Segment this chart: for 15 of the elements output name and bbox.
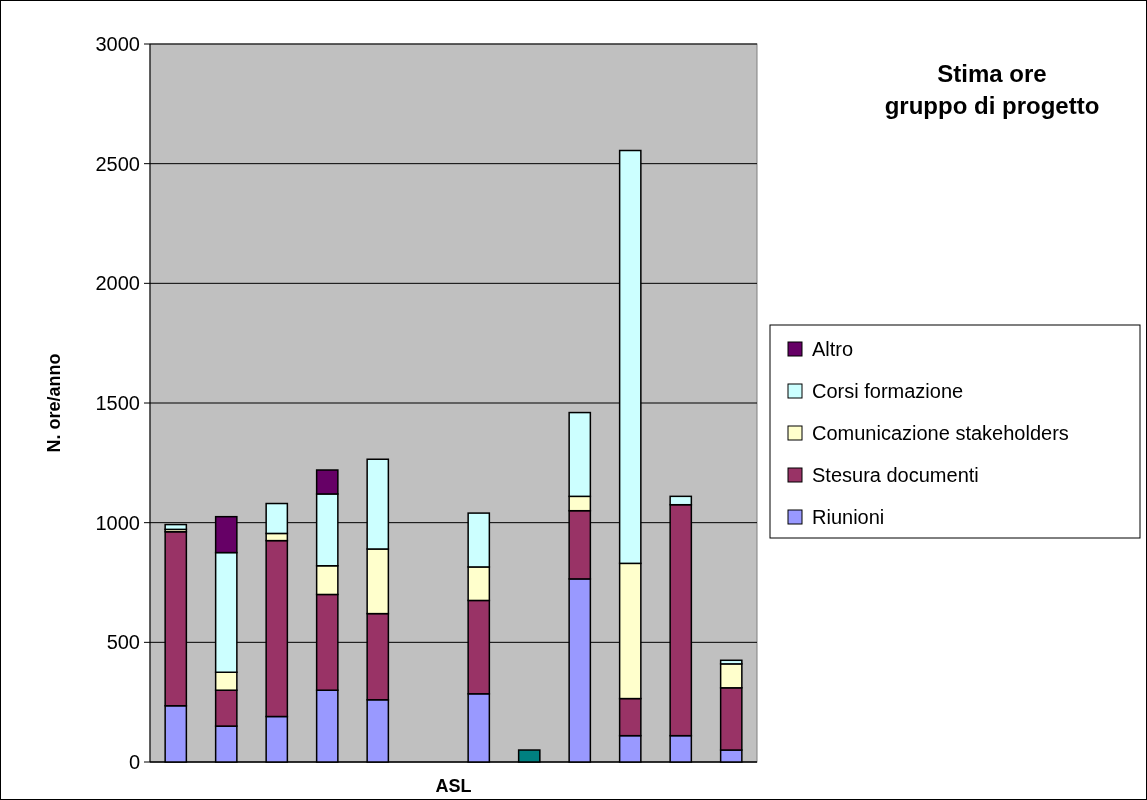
y-tick-label: 1500 bbox=[95, 392, 140, 414]
y-tick-label: 2000 bbox=[95, 272, 140, 295]
legend-label: Comunicazione stakeholders bbox=[812, 422, 1069, 444]
y-tick-label: 500 bbox=[106, 631, 140, 654]
x-axis-title: ASL bbox=[435, 776, 472, 796]
legend-label: Stesura documenti bbox=[812, 464, 979, 486]
text: Stima ore gruppo di progetto bbox=[884, 60, 1100, 119]
y-tick-label: 1000 bbox=[95, 511, 140, 534]
legend-label: Riunioni bbox=[812, 506, 885, 528]
y-tick-label: 3000 bbox=[95, 33, 140, 55]
y-tick-label: 2500 bbox=[95, 152, 140, 175]
legend-label: Corsi formazione bbox=[812, 380, 964, 402]
y-axis-title: N. ore/anno bbox=[44, 353, 64, 453]
legend-label: Altro bbox=[812, 338, 854, 360]
y-tick-label: 0 bbox=[128, 751, 140, 773]
